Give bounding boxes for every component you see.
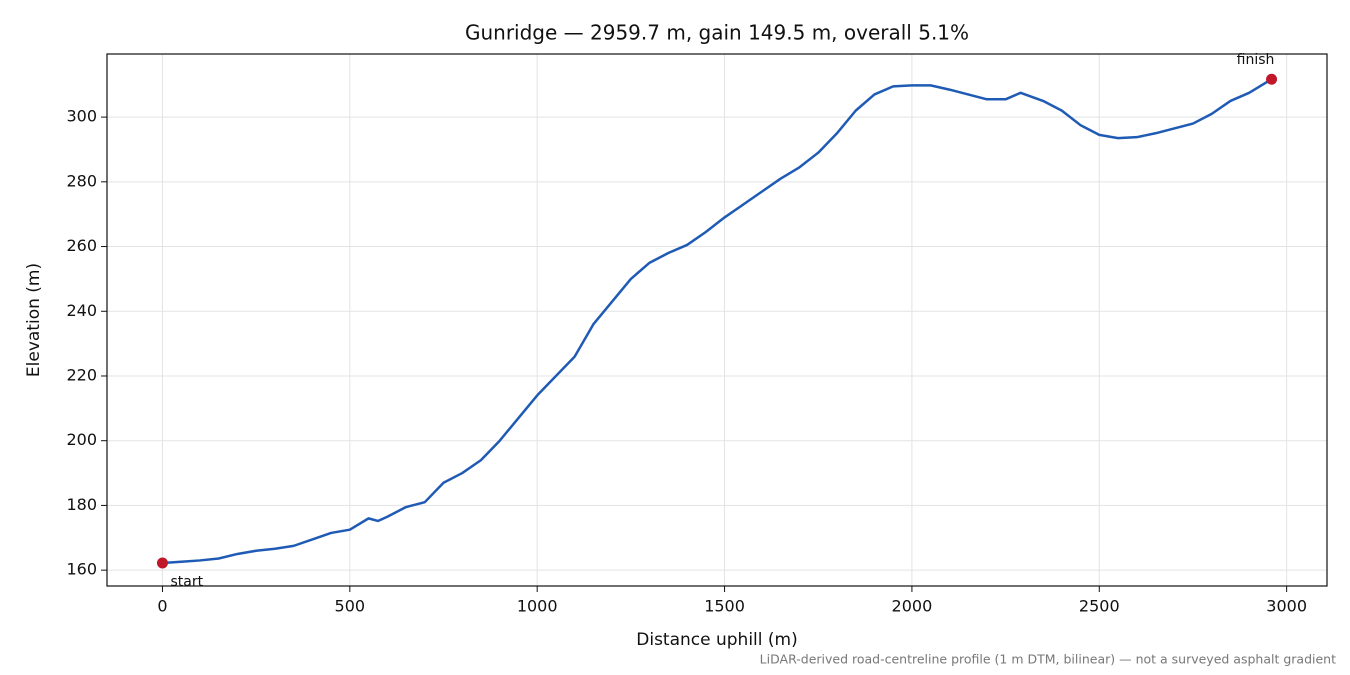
y-tick-label: 180 [66, 495, 97, 514]
chart-title: Gunridge — 2959.7 m, gain 149.5 m, overa… [465, 21, 969, 45]
endpoint-marker [1266, 73, 1278, 85]
x-axis-label: Distance uphill (m) [636, 630, 797, 650]
elevation-line [162, 78, 1273, 565]
x-tick-label: 2000 [892, 597, 933, 616]
y-tick-label: 300 [66, 107, 97, 126]
endpoint-marker [156, 557, 168, 569]
plot-frame [106, 53, 1328, 587]
y-tick-label: 240 [66, 301, 97, 320]
x-tick-label: 1500 [704, 597, 745, 616]
endpoint-label: start [170, 574, 203, 590]
footnote: LiDAR-derived road-centreline profile (1… [760, 652, 1336, 667]
y-axis-label: Elevation (m) [24, 263, 44, 377]
x-tick-label: 3000 [1266, 597, 1307, 616]
x-tick-label: 0 [157, 597, 167, 616]
x-tick-label: 500 [335, 597, 366, 616]
y-tick-label: 160 [66, 560, 97, 579]
x-tick-label: 1000 [517, 597, 558, 616]
y-tick-label: 200 [66, 430, 97, 449]
x-tick-label: 2500 [1079, 597, 1120, 616]
y-tick-label: 280 [66, 171, 97, 190]
y-tick-label: 260 [66, 236, 97, 255]
y-tick-label: 220 [66, 365, 97, 384]
endpoint-label: finish [1237, 52, 1275, 68]
